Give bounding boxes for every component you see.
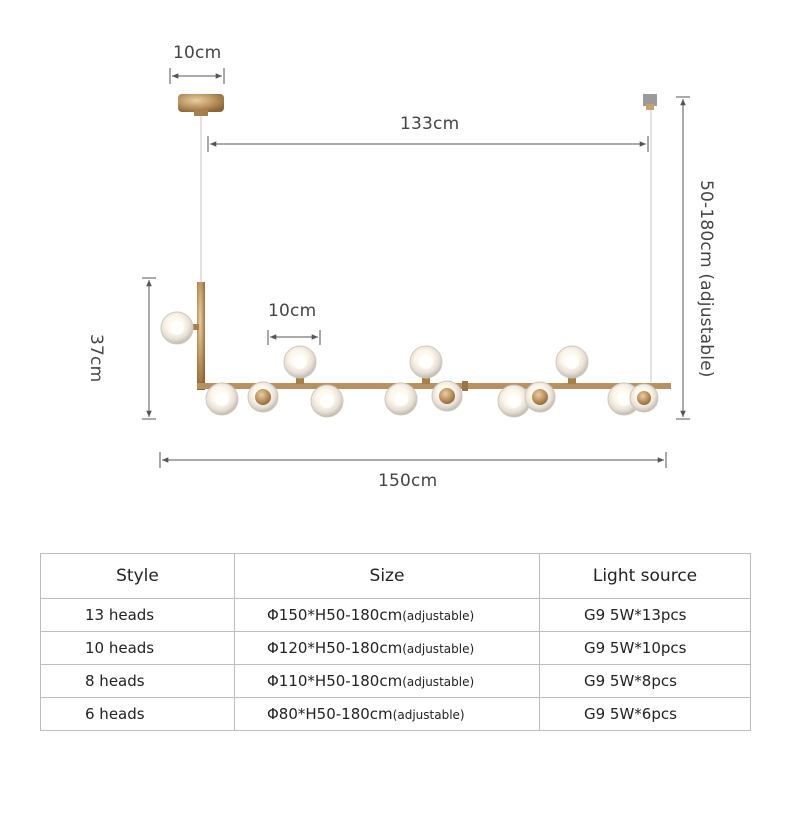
arm-height-label: 37cm — [86, 334, 106, 383]
globe — [384, 382, 418, 416]
cord-span-label: 133cm — [400, 114, 460, 134]
size-note: (adjustable) — [402, 675, 475, 689]
height-range-label: 50-180cm (adjustable) — [696, 180, 716, 378]
style-cell: 8 heads — [40, 664, 235, 698]
span-dimension-line — [207, 136, 649, 152]
globe — [409, 345, 443, 384]
globe — [524, 381, 556, 413]
table-row: 10 heads Φ120*H50-180cm(adjustable) G9 5… — [40, 631, 751, 665]
light-cell: G9 5W*8pcs — [539, 664, 751, 698]
column-header-style: Style — [40, 553, 235, 599]
globe — [283, 345, 317, 384]
table-row: 13 heads Φ150*H50-180cm(adjustable) G9 5… — [40, 598, 751, 632]
table-header-row: Style Size Light source — [40, 553, 751, 599]
arm-height-dimension-line — [142, 277, 156, 420]
table-row: 6 heads Φ80*H50-180cm(adjustable) G9 5W*… — [40, 697, 751, 731]
size-value: Φ80*H50-180cm — [267, 705, 393, 723]
globe-width-label: 10cm — [268, 301, 317, 321]
globe — [431, 380, 463, 412]
vertical-arm — [197, 282, 205, 390]
total-length-label: 150cm — [378, 471, 438, 491]
light-cell: G9 5W*10pcs — [539, 631, 751, 665]
globe — [205, 382, 239, 416]
globe — [247, 381, 279, 413]
globe — [555, 345, 589, 384]
size-cell: Φ120*H50-180cm(adjustable) — [234, 631, 540, 665]
globe — [310, 384, 344, 418]
size-cell: Φ80*H50-180cm(adjustable) — [234, 697, 540, 731]
size-note: (adjustable) — [392, 708, 465, 722]
style-cell: 10 heads — [40, 631, 235, 665]
spec-table: Style Size Light source 13 heads Φ150*H5… — [40, 553, 751, 731]
size-value: Φ110*H50-180cm — [267, 672, 403, 690]
horizontal-bar — [197, 383, 671, 389]
table-row: 8 heads Φ110*H50-180cm(adjustable) G9 5W… — [40, 664, 751, 698]
style-cell: 13 heads — [40, 598, 235, 632]
globe — [497, 384, 531, 418]
size-note: (adjustable) — [402, 642, 475, 656]
light-cell: G9 5W*13pcs — [539, 598, 751, 632]
column-header-size: Size — [234, 553, 540, 599]
globe — [629, 383, 659, 413]
canopy-dimension-line — [169, 68, 225, 84]
chandelier-diagram — [142, 68, 690, 468]
column-header-light-source: Light source — [539, 553, 751, 599]
height-dimension-line — [676, 96, 690, 420]
canopy-width-label: 10cm — [173, 43, 222, 63]
size-cell: Φ110*H50-180cm(adjustable) — [234, 664, 540, 698]
ceiling-canopy — [178, 94, 224, 116]
size-value: Φ120*H50-180cm — [267, 639, 403, 657]
ceiling-hook — [643, 94, 657, 110]
light-cell: G9 5W*6pcs — [539, 697, 751, 731]
length-dimension-line — [159, 452, 667, 468]
globe — [160, 311, 199, 345]
globe-dimension-line — [267, 330, 321, 345]
size-cell: Φ150*H50-180cm(adjustable) — [234, 598, 540, 632]
style-cell: 6 heads — [40, 697, 235, 731]
size-note: (adjustable) — [402, 609, 475, 623]
size-value: Φ150*H50-180cm — [267, 606, 403, 624]
